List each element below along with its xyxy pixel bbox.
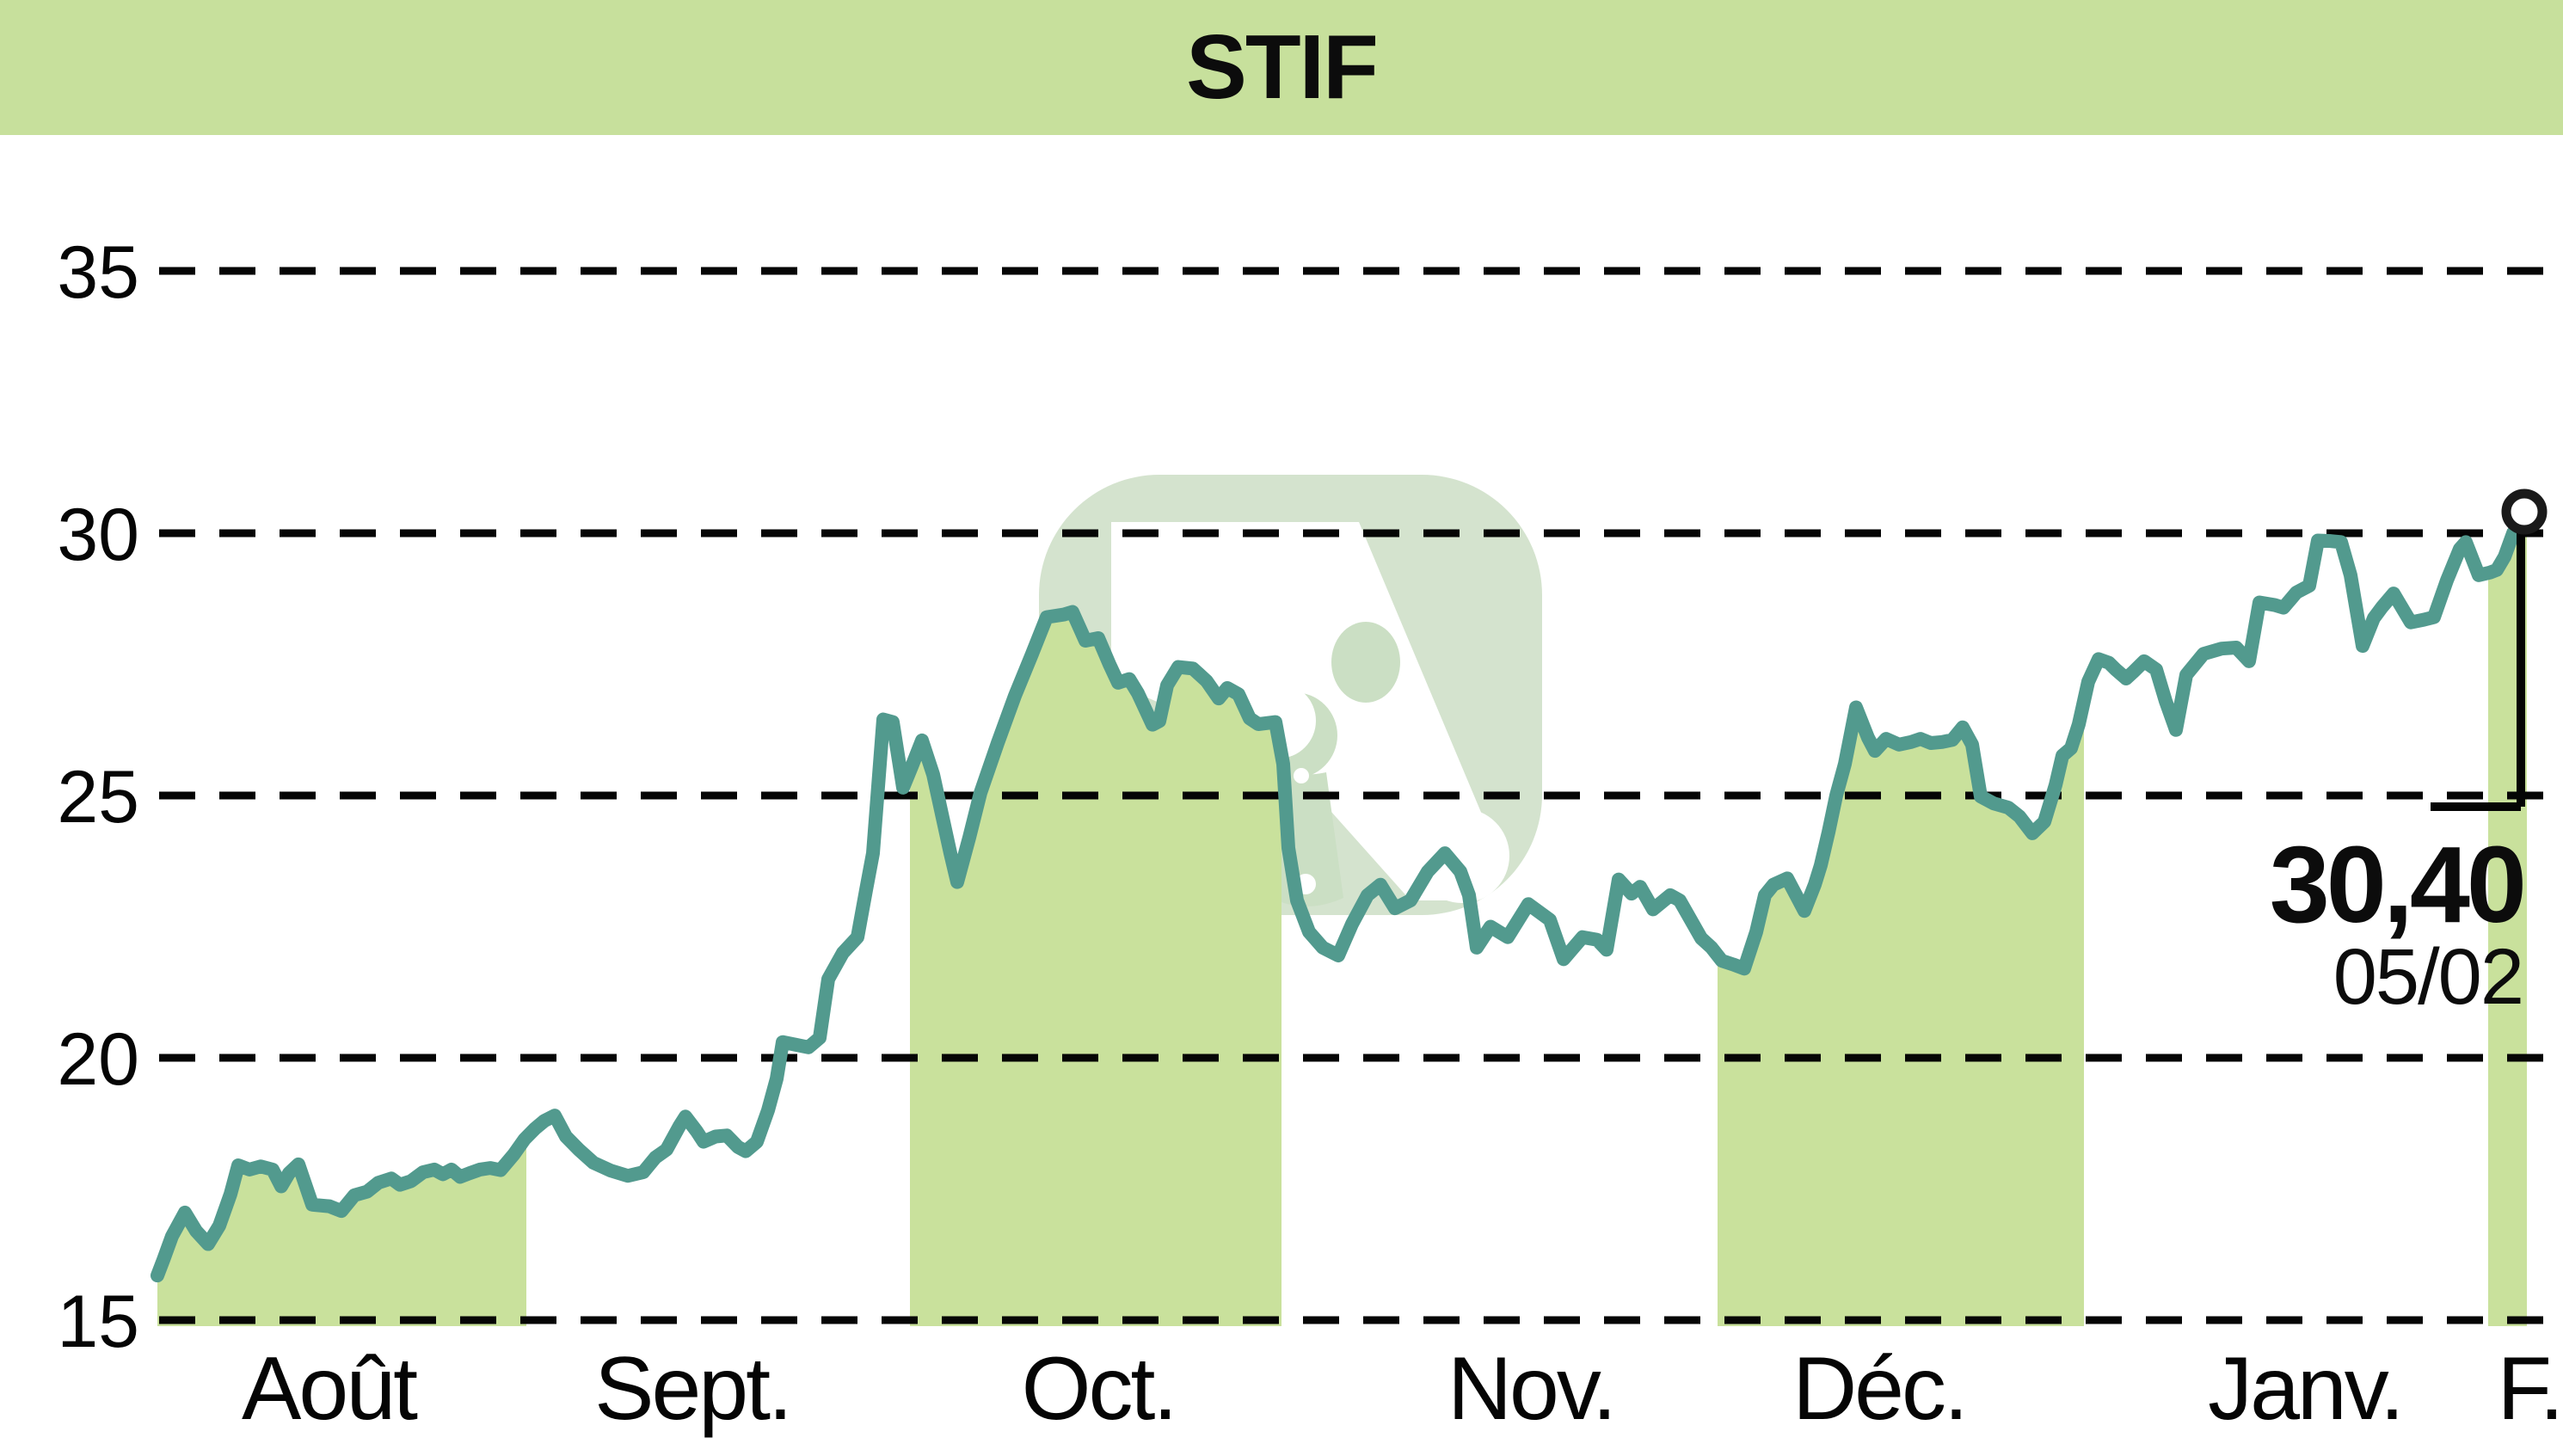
- x-axis-label: Nov.: [1447, 1339, 1614, 1439]
- header-bar: STIF: [0, 0, 2563, 135]
- logo-watermark-bull-eye: [1294, 768, 1309, 783]
- shaded-month-band: [910, 611, 1282, 1326]
- last-date-label: 05/02: [2333, 933, 2524, 1021]
- y-axis-label: 30: [57, 494, 139, 576]
- x-axis-label: Oct.: [1022, 1339, 1176, 1439]
- y-axis-label: 35: [57, 231, 139, 314]
- logo-watermark-dot: [1331, 622, 1400, 703]
- x-axis-label: Déc.: [1792, 1339, 1966, 1439]
- y-axis-label: 25: [57, 756, 139, 839]
- x-axis-label: Sept.: [594, 1339, 790, 1439]
- shaded-month-band: [1718, 701, 2084, 1326]
- last-price-marker-circle: [2501, 488, 2548, 535]
- x-axis-label: Août: [242, 1339, 418, 1439]
- last-price-label: 30,40: [2269, 824, 2527, 945]
- logo-watermark-shape: [1415, 808, 1509, 903]
- price-line: [151, 505, 2534, 1283]
- y-axis-label: 15: [57, 1281, 139, 1363]
- shaded-month-band: [157, 1137, 526, 1326]
- y-axis-label: 20: [57, 1018, 139, 1101]
- x-axis-label: Janv.: [2208, 1339, 2402, 1439]
- page-title: STIF: [1186, 16, 1379, 118]
- x-axis-label: F.: [2498, 1339, 2562, 1439]
